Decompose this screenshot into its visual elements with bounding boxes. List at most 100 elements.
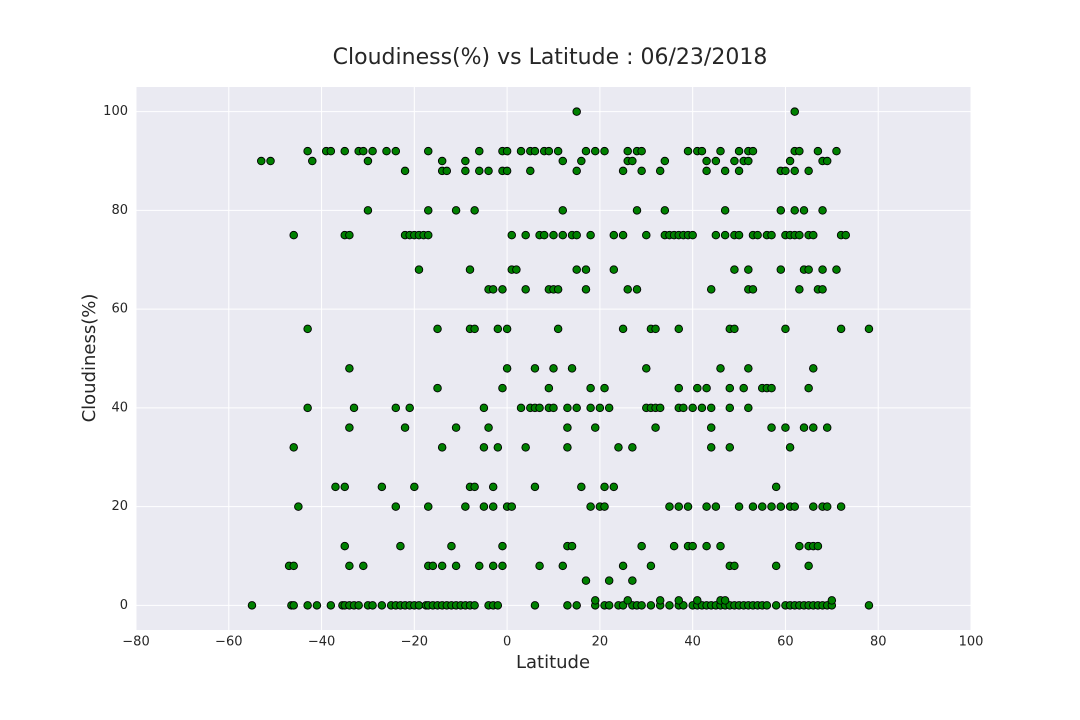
scatter-point	[748, 285, 758, 294]
scatter-point	[461, 156, 470, 166]
scatter-point	[822, 502, 832, 511]
scatter-point	[539, 230, 549, 240]
scatter-point	[767, 383, 776, 393]
scatter-point	[303, 146, 312, 156]
scatter-point	[776, 265, 786, 274]
scatter-point	[345, 423, 354, 432]
scatter-point	[461, 502, 470, 511]
scatter-point	[572, 166, 581, 176]
scatter-point	[428, 561, 438, 571]
scatter-point	[674, 502, 684, 511]
scatter-point	[502, 324, 512, 334]
scatter-point	[502, 364, 512, 373]
scatter-point	[553, 146, 563, 156]
scatter-point	[809, 423, 818, 432]
scatter-point	[493, 443, 503, 452]
scatter-point	[697, 403, 707, 413]
scatter-point	[804, 265, 813, 274]
scatter-point	[799, 206, 809, 215]
scatter-point	[744, 265, 753, 274]
scatter-point	[475, 166, 484, 176]
scatter-point	[493, 601, 503, 610]
scatter-point	[706, 443, 716, 452]
scatter-point	[424, 146, 433, 156]
scatter-point	[600, 146, 609, 156]
scatter-point	[795, 541, 804, 551]
scatter-point	[405, 403, 414, 413]
scatter-point	[549, 403, 558, 413]
scatter-point	[688, 403, 697, 413]
scatter-point	[563, 423, 572, 432]
scatter-point	[790, 166, 799, 176]
scatter-point	[674, 596, 684, 605]
scatter-point	[354, 601, 363, 610]
scatter-point	[804, 561, 813, 571]
scatter-point	[340, 146, 350, 156]
scatter-point	[567, 364, 577, 373]
scatter-point	[651, 324, 660, 334]
scatter-point	[674, 383, 684, 393]
scatter-point	[720, 166, 730, 176]
scatter-point	[623, 285, 632, 294]
scatter-point	[716, 364, 725, 373]
scatter-point	[340, 541, 350, 551]
scatter-point	[363, 206, 373, 215]
scatter-point	[247, 601, 257, 610]
scatter-point	[558, 230, 568, 240]
scatter-point	[563, 601, 572, 610]
scatter-point	[400, 166, 410, 176]
scatter-point	[424, 230, 433, 240]
plot-area	[136, 87, 971, 630]
scatter-point	[475, 561, 484, 571]
scatter-point	[257, 156, 266, 166]
scatter-point	[660, 206, 670, 215]
scatter-point	[767, 423, 776, 432]
scatter-point	[526, 166, 535, 176]
scatter-point	[804, 383, 813, 393]
scatter-point	[553, 285, 563, 294]
scatter-point	[400, 423, 410, 432]
scatter-point	[308, 156, 317, 166]
y-tick-label: 20	[111, 499, 128, 514]
scatter-point	[326, 601, 336, 610]
scatter-point	[795, 230, 804, 240]
scatter-point	[604, 576, 614, 585]
scatter-point	[558, 156, 568, 166]
scatter-point	[804, 166, 813, 176]
scatter-point	[720, 596, 730, 605]
scatter-point	[628, 576, 637, 585]
scatter-point	[818, 265, 827, 274]
scatter-point	[479, 443, 489, 452]
scatter-point	[706, 423, 716, 432]
scatter-point	[660, 156, 670, 166]
scatter-point	[706, 403, 716, 413]
scatter-point	[665, 601, 674, 610]
scatter-point	[507, 502, 517, 511]
scatter-point	[382, 146, 391, 156]
scatter-point	[461, 166, 470, 176]
scatter-point	[711, 230, 721, 240]
scatter-point	[303, 601, 312, 610]
scatter-point	[781, 166, 790, 176]
scatter-point	[734, 166, 744, 176]
scatter-point	[706, 285, 716, 294]
scatter-point	[720, 206, 730, 215]
scatter-point	[363, 156, 373, 166]
scatter-point	[331, 482, 340, 492]
scatter-point	[437, 561, 447, 571]
x-tick-label: 80	[870, 635, 887, 650]
scatter-point	[530, 482, 540, 492]
scatter-point	[368, 146, 377, 156]
scatter-point	[507, 230, 517, 240]
scatter-point	[289, 601, 298, 610]
scatter-point	[530, 146, 540, 156]
scatter-point	[637, 541, 646, 551]
scatter-point	[618, 324, 628, 334]
scatter-point	[424, 502, 433, 511]
x-axis-label: Latitude	[516, 652, 590, 673]
scatter-point	[484, 166, 493, 176]
scatter-point	[470, 206, 479, 215]
scatter-point	[790, 502, 799, 511]
scatter-point	[836, 324, 846, 334]
scatter-point	[725, 403, 735, 413]
